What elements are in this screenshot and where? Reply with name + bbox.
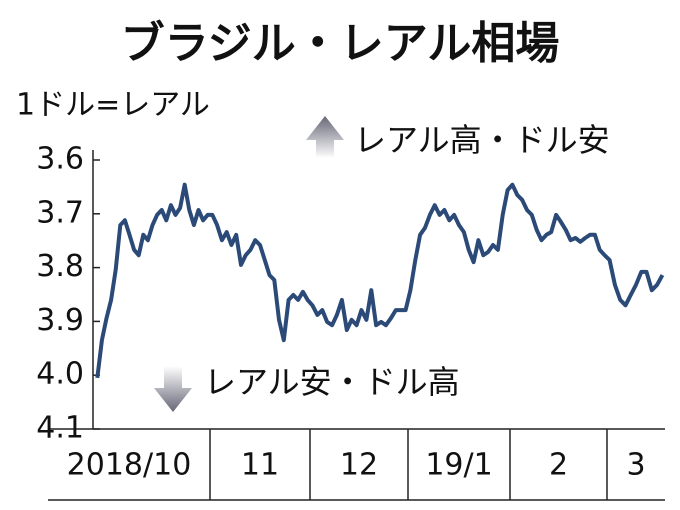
data-line bbox=[95, 182, 665, 379]
unit-label: 1ドル=レアル bbox=[16, 88, 210, 123]
y-tick-label: 3.7 bbox=[36, 195, 84, 230]
y-tick-label: 3.6 bbox=[36, 142, 84, 177]
y-tick-label: 4.0 bbox=[36, 357, 84, 392]
y-tick-label: 4.1 bbox=[36, 411, 84, 446]
x-tick-label: 2 bbox=[549, 448, 568, 483]
annotation: レアル高・ドル安 bbox=[354, 121, 610, 159]
x-tick-label: 19/1 bbox=[425, 448, 492, 483]
x-tick-label: 2018/10 bbox=[67, 448, 192, 483]
chart-title: ブラジル・レアル相場 bbox=[121, 18, 560, 69]
x-tick-label: 3 bbox=[626, 448, 645, 483]
up-arrow bbox=[306, 116, 344, 158]
y-tick-label: 3.8 bbox=[36, 249, 84, 284]
y-tick-label: 3.9 bbox=[36, 303, 84, 338]
down-arrow bbox=[154, 366, 192, 412]
annotation: レアル安・ドル高 bbox=[204, 363, 460, 401]
x-tick-label: 12 bbox=[340, 448, 378, 483]
x-tick-label: 11 bbox=[241, 448, 279, 483]
